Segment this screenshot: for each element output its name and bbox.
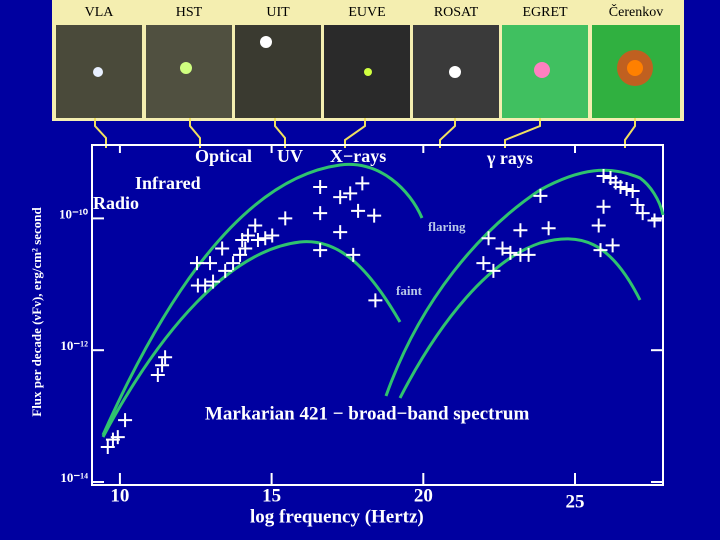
- data-point: [605, 238, 620, 253]
- data-point: [189, 256, 204, 271]
- model-curves: [101, 162, 665, 438]
- chart-title: Markarian 421 − broad−band spectrum: [205, 403, 529, 424]
- data-point: [486, 263, 501, 278]
- data-point: [346, 247, 361, 262]
- data-point: [630, 197, 645, 212]
- data-point: [226, 256, 241, 271]
- data-point: [198, 278, 213, 293]
- source: [534, 62, 550, 78]
- source: [364, 68, 372, 76]
- labels: Optical UV X−rays γ rays Infrared Radio …: [29, 146, 533, 527]
- annotation: Optical: [195, 146, 252, 166]
- data-point: [351, 203, 366, 218]
- connector: [189, 118, 201, 148]
- data-point: [495, 241, 510, 256]
- instrument-label: VLA: [85, 5, 115, 20]
- data-point: [619, 181, 634, 196]
- data-point: [215, 241, 230, 256]
- data-point: [596, 199, 611, 214]
- y-tick-label: 10⁻¹²: [60, 338, 88, 353]
- y-tick-label: 10⁻¹⁰: [59, 206, 89, 221]
- data-point: [100, 439, 115, 454]
- data-point: [240, 228, 255, 243]
- data-point: [521, 247, 536, 262]
- x-tick-label: 10: [110, 485, 129, 506]
- instrument-label: UIT: [266, 5, 290, 20]
- data-point: [647, 213, 662, 228]
- data-point: [541, 221, 556, 236]
- data-point: [596, 169, 611, 184]
- data-point: [333, 190, 348, 205]
- data-point: [481, 231, 496, 246]
- model-curve: [384, 168, 665, 397]
- plot-frame: [91, 144, 664, 486]
- data-point: [218, 263, 233, 278]
- annotation: Infrared: [135, 173, 201, 193]
- x-tick-label: 25: [566, 491, 585, 512]
- data-point: [150, 368, 165, 383]
- x-tick-label: 15: [262, 485, 281, 506]
- data-point: [635, 206, 650, 221]
- instrument-label: Čerenkov: [609, 3, 663, 20]
- annotation: X−rays: [330, 146, 386, 166]
- data-point: [313, 206, 328, 221]
- annotation: Radio: [93, 193, 139, 213]
- source: [449, 66, 461, 78]
- annotation: faint: [396, 283, 423, 298]
- x-tick-label: 20: [414, 485, 433, 506]
- instrument-label: ROSAT: [434, 5, 479, 20]
- data-point: [118, 413, 133, 428]
- data-point: [503, 245, 518, 260]
- connector: [274, 118, 286, 148]
- connector: [94, 118, 107, 148]
- data-point: [238, 241, 253, 256]
- data-point: [265, 228, 280, 243]
- data-point: [625, 184, 640, 199]
- data-point: [206, 274, 221, 289]
- data-point: [250, 233, 265, 248]
- data-point: [158, 350, 173, 365]
- data-point: [313, 179, 328, 194]
- data-point: [613, 179, 628, 194]
- data-point: [313, 243, 328, 258]
- data-point: [278, 211, 293, 226]
- data-point: [333, 225, 348, 240]
- data-point: [203, 256, 218, 271]
- annotation: γ rays: [486, 148, 533, 168]
- data-point: [258, 231, 273, 246]
- data-point: [513, 223, 528, 238]
- data-point: [591, 218, 606, 233]
- model-curve: [101, 240, 402, 438]
- data-point: [368, 293, 383, 308]
- model-curve: [101, 162, 424, 436]
- source: [627, 60, 643, 76]
- instrument-images: [56, 25, 680, 118]
- instrument-label: EGRET: [522, 5, 568, 20]
- x-axis-label: log frequency (Hertz): [250, 506, 424, 527]
- data-point: [248, 218, 263, 233]
- data-point: [367, 208, 382, 223]
- data-point: [533, 188, 548, 203]
- y-tick-label: 10⁻¹⁴: [60, 470, 88, 485]
- model-curve: [398, 237, 642, 399]
- data-point: [476, 256, 491, 271]
- annotation: UV: [277, 146, 303, 166]
- data-point: [355, 176, 370, 191]
- panel: [235, 25, 321, 118]
- data-point: [110, 430, 125, 445]
- source: [180, 62, 192, 74]
- instrument-label: HST: [176, 5, 203, 20]
- data-point: [343, 186, 358, 201]
- source: [260, 36, 272, 48]
- source: [93, 67, 103, 77]
- data-point: [593, 243, 608, 258]
- y-axis-label: Flux per decade (νFν), erg/cm² second: [29, 206, 44, 416]
- data-point: [155, 358, 170, 373]
- annotation: flaring: [428, 219, 466, 234]
- instrument-label: EUVE: [348, 5, 385, 20]
